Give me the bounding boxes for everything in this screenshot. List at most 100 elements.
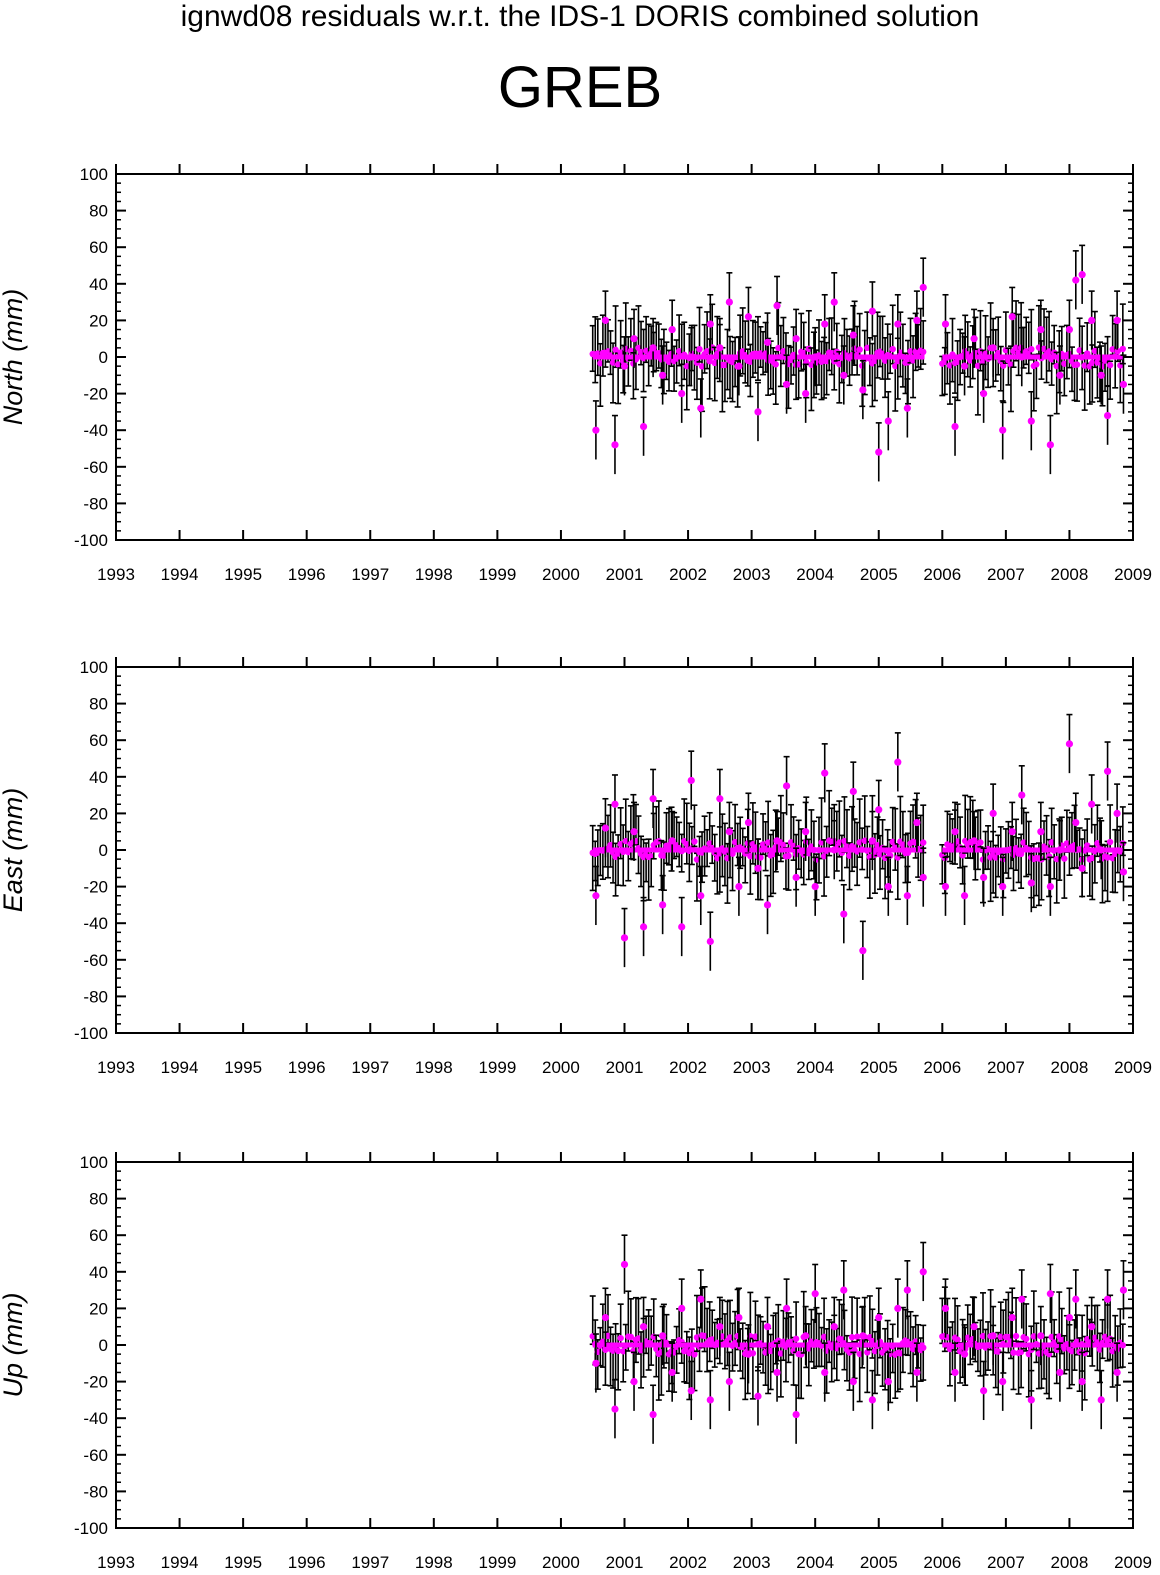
data-point <box>913 818 921 827</box>
data-point <box>744 818 753 827</box>
data-point <box>754 1392 762 1400</box>
y-tick-label: 60 <box>89 238 108 257</box>
data-point <box>611 441 619 449</box>
data-point <box>802 1332 810 1340</box>
data-point <box>1103 1295 1112 1303</box>
data-point <box>1046 883 1054 891</box>
data-point <box>675 347 683 355</box>
y-tick-label: 0 <box>99 841 108 860</box>
y-tick-label: -80 <box>83 987 108 1006</box>
data-point <box>782 782 791 790</box>
data-point <box>754 408 762 416</box>
data-point <box>954 358 961 365</box>
data-point <box>846 1349 853 1356</box>
data-point <box>763 1323 772 1331</box>
data-point <box>687 776 695 785</box>
data-point <box>1091 1334 1099 1341</box>
data-point <box>875 806 883 814</box>
data-point <box>1033 361 1040 368</box>
data-point <box>1081 362 1088 369</box>
data-point <box>687 353 695 361</box>
data-point <box>1097 846 1105 854</box>
y-tick-label: -40 <box>83 914 108 933</box>
data-point <box>1056 846 1064 854</box>
y-tick-label: -20 <box>83 878 108 897</box>
data-point <box>1012 1332 1020 1340</box>
data-point <box>639 923 648 931</box>
data-point <box>875 1313 883 1322</box>
data-point <box>1068 1347 1076 1355</box>
data-point <box>1119 868 1128 876</box>
data-point <box>601 824 610 832</box>
data-point <box>780 348 787 355</box>
data-point <box>735 362 743 370</box>
data-point <box>678 923 686 931</box>
x-tick-label: 1998 <box>415 565 453 584</box>
data-point <box>1065 325 1074 334</box>
data-point <box>747 358 754 365</box>
x-tick-label: 2007 <box>987 1058 1025 1077</box>
data-point <box>848 1334 856 1341</box>
data-point <box>592 892 600 900</box>
data-point <box>830 1323 838 1331</box>
data-point <box>853 1333 861 1340</box>
data-point <box>951 828 959 836</box>
y-tick-label: 20 <box>89 311 108 330</box>
data-point <box>725 828 733 836</box>
data-point <box>693 856 701 863</box>
data-point <box>1046 1290 1054 1298</box>
y-tick-label: -60 <box>83 951 108 970</box>
data-point <box>876 851 884 858</box>
data-point <box>871 1347 879 1355</box>
x-tick-label: 2008 <box>1051 1553 1089 1572</box>
data-point <box>697 1295 705 1303</box>
data-point <box>620 362 629 370</box>
data-point <box>1072 818 1080 827</box>
data-point <box>989 1332 997 1340</box>
data-point <box>773 302 781 310</box>
data-point <box>792 335 800 343</box>
y-tick-label: -80 <box>83 1482 108 1501</box>
data-point <box>864 1349 871 1356</box>
data-point <box>992 854 999 861</box>
data-point <box>951 422 959 431</box>
data-point <box>864 344 871 352</box>
data-point <box>1078 1378 1086 1386</box>
data-point <box>1020 839 1027 846</box>
data-point <box>841 837 848 845</box>
data-point <box>980 873 988 882</box>
data-point <box>1106 361 1114 369</box>
data-point <box>716 795 724 803</box>
data-point <box>1113 1368 1121 1377</box>
x-tick-label: 2002 <box>669 1058 707 1077</box>
data-point <box>884 883 892 891</box>
data-point <box>999 883 1007 891</box>
x-tick-label: 2003 <box>733 1553 771 1572</box>
data-point <box>1045 853 1053 860</box>
x-tick-label: 2008 <box>1051 565 1089 584</box>
data-point <box>683 363 690 370</box>
data-point <box>1008 828 1016 836</box>
data-point <box>913 1368 921 1377</box>
data-point <box>649 344 657 352</box>
data-point <box>659 371 667 379</box>
data-point <box>954 838 961 845</box>
x-tick-label: 2003 <box>733 1058 771 1077</box>
y-tick-label: -100 <box>74 1519 108 1538</box>
data-point <box>785 852 792 860</box>
data-point <box>668 837 676 845</box>
data-point <box>716 1323 724 1331</box>
data-point <box>709 1336 716 1343</box>
data-point <box>811 353 819 361</box>
data-point <box>964 1334 971 1341</box>
data-point <box>601 316 610 324</box>
data-point <box>951 1368 959 1377</box>
data-point <box>1072 1295 1080 1303</box>
data-point <box>970 335 978 343</box>
data-point <box>941 883 950 891</box>
x-tick-label: 2003 <box>733 565 771 584</box>
data-point <box>782 380 791 389</box>
data-point <box>846 852 853 859</box>
data-point <box>792 1335 800 1342</box>
data-point <box>617 349 624 356</box>
